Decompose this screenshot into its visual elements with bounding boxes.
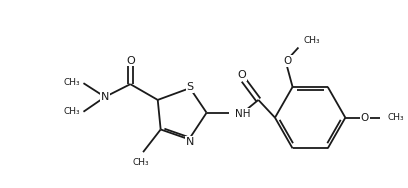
- Text: S: S: [186, 82, 193, 92]
- Text: O: O: [361, 113, 369, 123]
- Text: N: N: [101, 92, 109, 102]
- Text: CH₃: CH₃: [303, 36, 320, 45]
- Text: O: O: [284, 56, 292, 66]
- Text: CH₃: CH₃: [64, 78, 80, 87]
- Text: CH₃: CH₃: [64, 107, 80, 116]
- Text: NH: NH: [235, 109, 251, 119]
- Text: O: O: [126, 55, 135, 65]
- Text: CH₃: CH₃: [133, 158, 149, 167]
- Text: CH₃: CH₃: [387, 113, 404, 122]
- Text: O: O: [237, 70, 246, 80]
- Text: N: N: [186, 137, 194, 147]
